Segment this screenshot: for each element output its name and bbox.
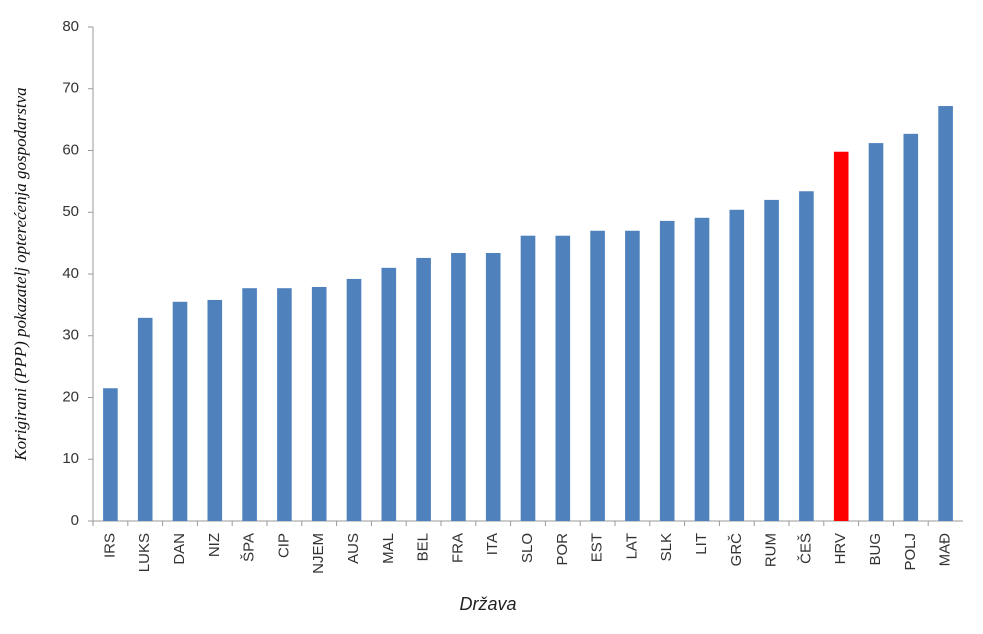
bar <box>694 217 710 521</box>
x-tick-label: CIP <box>275 533 292 558</box>
y-tick-label: 70 <box>62 80 79 97</box>
bar <box>485 253 501 521</box>
x-tick-label: AUS <box>345 533 362 564</box>
bar <box>799 191 814 521</box>
x-tick-label: LIT <box>693 533 710 555</box>
bar <box>625 230 640 521</box>
x-tick-label: BEL <box>415 533 432 561</box>
y-tick-label: 80 <box>62 18 79 35</box>
bar <box>833 151 849 522</box>
y-axis-title: Korigirani (PPP) pokazatelj opterećenja … <box>11 87 30 461</box>
y-tick-label: 20 <box>62 388 79 405</box>
y-tick-label: 0 <box>71 512 79 529</box>
x-tick-label: EST <box>589 533 606 562</box>
bar <box>346 278 362 521</box>
x-tick-label: BUG <box>867 533 884 566</box>
x-tick-label: ČEŠ <box>797 533 814 564</box>
y-tick-label: 30 <box>62 327 79 344</box>
bar <box>207 299 223 521</box>
bar <box>764 199 779 521</box>
bar <box>381 267 397 521</box>
bar <box>868 143 884 521</box>
x-tick-label: POR <box>554 533 571 566</box>
bar <box>416 257 431 521</box>
x-tick-label: FRA <box>449 533 466 563</box>
bar <box>103 388 118 521</box>
bar <box>520 235 536 521</box>
bar <box>277 288 292 521</box>
bar <box>903 133 919 521</box>
x-tick-label: MAL <box>380 533 397 564</box>
y-tick-label: 40 <box>62 265 79 282</box>
bar <box>451 253 466 521</box>
x-tick-label: DAN <box>171 533 188 565</box>
x-tick-label: POLJ <box>902 533 919 571</box>
y-tick-label: 10 <box>62 450 79 467</box>
bar <box>729 209 745 521</box>
x-tick-label: NJEM <box>310 533 327 574</box>
bar <box>242 288 257 521</box>
x-tick-label: RUM <box>763 533 780 567</box>
bar <box>590 230 605 521</box>
x-tick-label: IRS <box>101 533 118 558</box>
x-axis-title: Država <box>459 594 516 614</box>
x-tick-label: LAT <box>623 533 640 559</box>
y-tick-label: 50 <box>62 203 79 220</box>
x-tick-label: NIZ <box>206 533 223 557</box>
x-tick-label: SLO <box>519 533 536 563</box>
x-tick-label: ITA <box>484 533 501 555</box>
bar <box>938 106 953 521</box>
x-tick-label: HRV <box>832 533 849 564</box>
bar <box>137 317 153 521</box>
bar <box>172 301 188 521</box>
x-tick-label: SLK <box>658 533 675 561</box>
bar <box>555 235 571 521</box>
bar <box>659 220 675 521</box>
x-tick-label: ŠPA <box>241 533 258 562</box>
x-tick-label: MAĐ <box>937 533 954 567</box>
x-tick-label: GRČ <box>728 533 745 567</box>
x-tick-label: LUKS <box>136 533 153 572</box>
y-tick-label: 60 <box>62 141 79 158</box>
bar <box>311 286 327 521</box>
